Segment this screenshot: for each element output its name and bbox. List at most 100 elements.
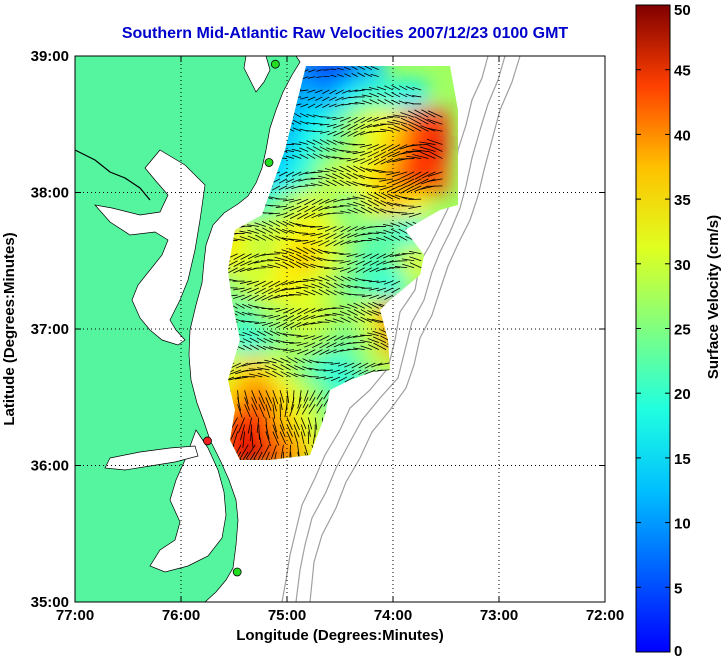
x-axis-label: Longitude (Degrees:Minutes)	[236, 627, 444, 644]
velocity-vector	[265, 431, 272, 447]
velocity-vector	[310, 277, 323, 282]
velocity-vector	[359, 130, 372, 136]
velocity-vector	[408, 250, 422, 255]
velocity-vector	[367, 302, 379, 309]
velocity-vector	[369, 267, 379, 273]
velocity-vector	[311, 205, 323, 212]
velocity-vector	[315, 376, 326, 380]
velocity-vector	[364, 369, 376, 375]
velocity-vector	[240, 253, 252, 260]
velocity-vector	[275, 314, 288, 321]
velocity-vector	[401, 196, 415, 200]
velocity-vector	[318, 289, 330, 296]
velocity-vector	[312, 122, 323, 125]
velocity-vector	[340, 130, 351, 137]
velocity-vector	[281, 294, 295, 297]
velocity-vector	[242, 344, 252, 351]
velocity-vector	[352, 158, 365, 163]
velocity-vector	[367, 158, 379, 165]
velocity-vector	[399, 151, 415, 155]
velocity-vector	[394, 260, 408, 262]
velocity-vector	[325, 155, 337, 159]
y-tick-label: 39:00	[31, 48, 69, 65]
velocity-vector	[293, 431, 299, 445]
velocity-vector	[387, 126, 401, 132]
velocity-vector	[242, 338, 252, 344]
velocity-vector	[244, 404, 251, 418]
velocity-vector	[280, 444, 284, 460]
velocity-vector	[283, 205, 295, 210]
velocity-vector	[272, 451, 277, 460]
velocity-vector	[302, 240, 316, 245]
velocity-vector	[339, 172, 351, 180]
velocity-vector	[327, 130, 337, 136]
x-tick-label: 73:00	[480, 607, 518, 624]
velocity-vector	[334, 103, 344, 108]
velocity-vector	[332, 251, 344, 255]
velocity-vector	[380, 192, 394, 200]
velocity-vector	[268, 307, 281, 311]
velocity-vector	[348, 102, 358, 105]
velocity-vector	[289, 444, 291, 459]
velocity-vector	[275, 227, 288, 234]
velocity-vector	[337, 74, 344, 78]
velocity-vector	[376, 287, 387, 292]
velocity-vector	[332, 123, 344, 129]
velocity-vector	[268, 280, 281, 288]
velocity-vector	[324, 259, 337, 262]
velocity-vector	[293, 112, 302, 118]
velocity-vector	[249, 331, 259, 337]
velocity-vector	[414, 178, 429, 186]
velocity-vector	[339, 267, 351, 272]
velocity-vector	[367, 151, 379, 158]
velocity-vector	[414, 123, 429, 132]
velocity-vector	[278, 171, 288, 177]
velocity-vector	[427, 171, 443, 177]
velocity-vector	[367, 116, 379, 123]
velocity-vector	[261, 294, 273, 301]
velocity-vector	[282, 349, 295, 352]
velocity-vector	[383, 253, 394, 259]
velocity-vector	[325, 282, 337, 289]
velocity-vector	[253, 267, 266, 269]
velocity-vector	[376, 280, 387, 284]
velocity-vector	[262, 227, 273, 234]
colorbar-tick-label: 45	[674, 63, 691, 80]
velocity-vector	[282, 261, 295, 269]
velocity-vector	[282, 198, 295, 202]
velocity-vector	[325, 275, 337, 282]
velocity-vector	[307, 424, 311, 437]
velocity-vector	[235, 310, 245, 316]
velocity-vector	[308, 397, 316, 408]
velocity-vector	[246, 280, 259, 286]
velocity-vector	[370, 66, 379, 71]
velocity-vector	[240, 294, 252, 301]
velocity-vector	[247, 287, 259, 294]
velocity-vector	[384, 99, 394, 105]
velocity-vector	[400, 117, 415, 125]
velocity-vector	[241, 369, 256, 372]
velocity-vector	[309, 390, 316, 401]
velocity-vector	[290, 314, 302, 322]
velocity-vector	[377, 92, 387, 98]
velocity-vector	[421, 109, 436, 118]
velocity-vector	[406, 185, 422, 193]
velocity-vector	[324, 267, 337, 270]
velocity-vector	[261, 220, 273, 227]
velocity-vector	[276, 321, 288, 329]
velocity-vector	[378, 171, 394, 173]
velocity-vector	[380, 208, 394, 214]
velocity-vector	[233, 294, 245, 299]
velocity-vector	[247, 417, 252, 434]
velocity-vector	[228, 294, 238, 297]
velocity-vector	[351, 369, 362, 376]
x-tick-label: 76:00	[162, 607, 200, 624]
velocity-vector	[340, 283, 351, 289]
radar-site-marker	[203, 436, 212, 446]
velocity-vector	[346, 240, 358, 244]
velocity-vector	[296, 253, 309, 262]
velocity-vector	[339, 198, 351, 201]
velocity-vector	[352, 181, 365, 187]
velocity-vector	[318, 205, 330, 211]
colorbar-tick-label: 5	[674, 580, 682, 597]
